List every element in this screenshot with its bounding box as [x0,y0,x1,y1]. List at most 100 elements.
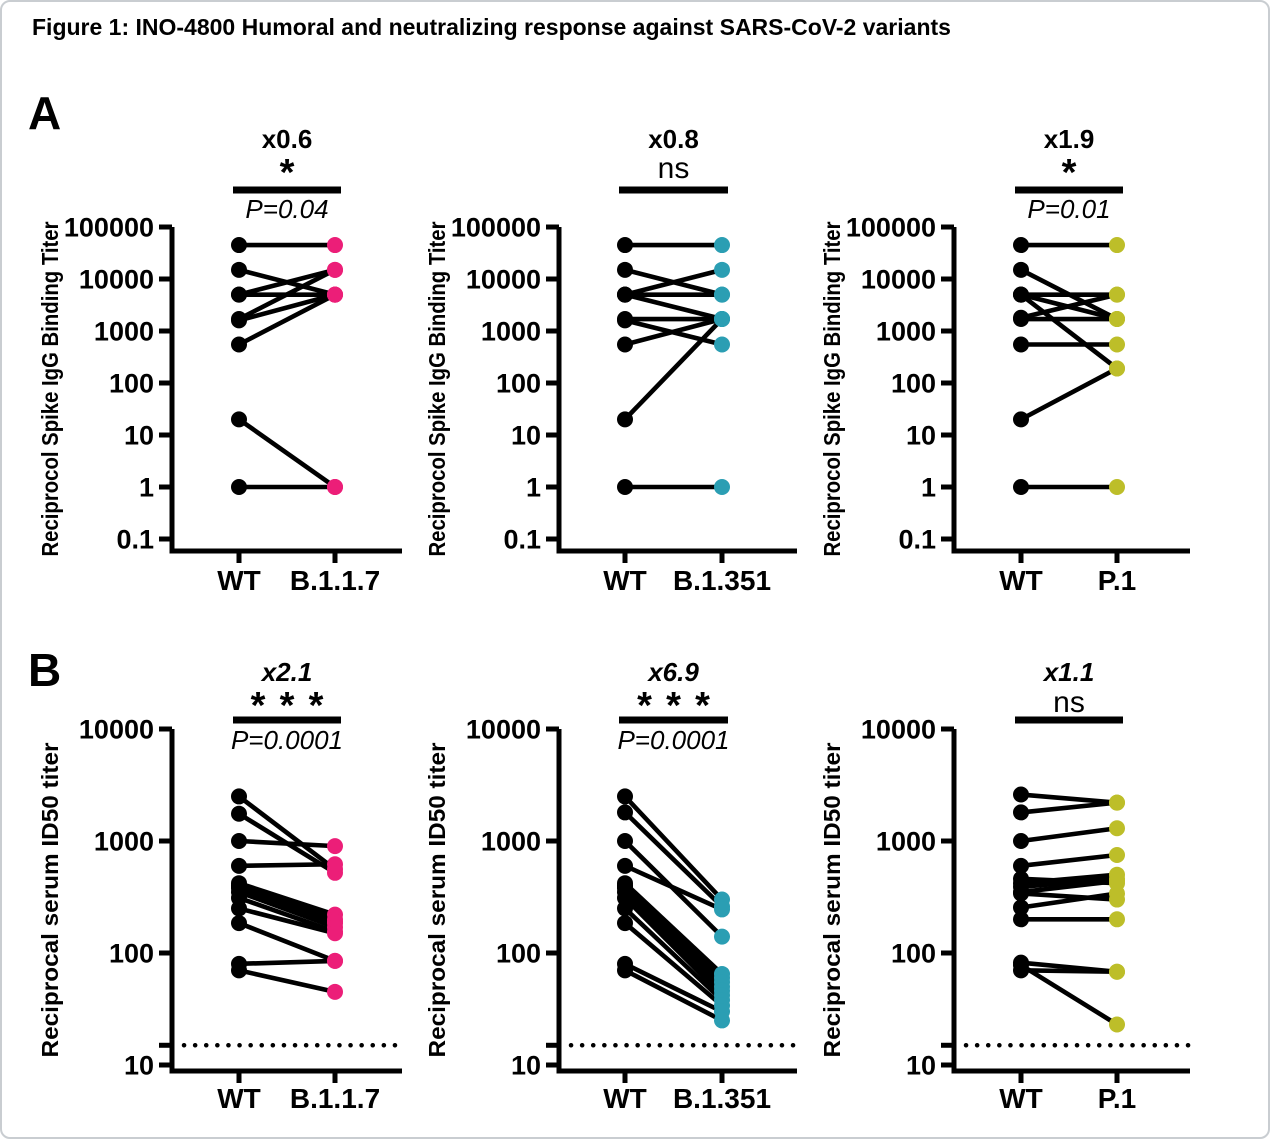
pair-line [1020,891,1118,910]
variant-point [714,479,730,495]
y-tick-label: 10000 [861,715,936,745]
pair-line [237,794,337,872]
pair-line [623,896,724,997]
variant-point [714,237,730,254]
y-tick-label: 10000 [79,265,154,295]
pair-line [624,292,723,322]
variant-point [1109,963,1125,980]
y-tick-label: 10 [906,421,936,451]
p-value-label: P=0.0001 [231,725,343,755]
variant-point [1109,237,1125,254]
x-tick-label-wt: WT [999,565,1043,596]
y-tick-label: 10 [511,1051,541,1081]
y-tick-label: 1 [139,473,154,503]
wt-point [1013,286,1029,303]
wt-point [231,411,247,428]
y-tick-label: 10 [124,1051,154,1081]
y-tick-label: 100000 [451,213,541,243]
variant-point [1109,311,1125,328]
wt-point [231,237,247,254]
y-axis-title: Reciprocol Spike IgG Binding Titer [424,221,450,556]
pair-line [624,267,723,297]
wt-point [617,857,633,874]
pair-line [623,968,724,1023]
figure-title: Figure 1: INO-4800 Humoral and neutraliz… [32,14,951,40]
wt-point [1013,237,1029,254]
pair-line [623,906,724,1002]
panel-B-P.1: 10000 1000 100 10 WT P.1 Reciprocal serum ID50… [819,657,1193,1114]
pair-line [623,317,724,421]
wt-point [231,833,247,849]
wt-point [617,479,633,495]
wt-point [231,915,247,932]
y-tick-label: 100000 [846,213,936,243]
y-tick-label: 100 [891,369,936,399]
variant-point [714,901,730,918]
y-tick-label: 10 [906,1051,936,1081]
ns-label: ns [658,152,690,185]
pair-line [238,861,336,869]
x-tick-label-variant: B.1.1.7 [290,1083,380,1114]
pair-line [238,906,336,936]
pair-line [623,890,724,993]
y-tick-label: 10000 [861,265,936,295]
pair-line [1020,878,1118,895]
wt-point [1013,336,1029,353]
variant-point [1109,820,1125,837]
y-tick-label: 100 [496,369,541,399]
y-tick-label: 100 [891,939,936,969]
pair-line [1019,366,1119,422]
panel-B-B.1.351: 10000 1000 100 10 WT B.1.351 Reciprocal serum … [424,657,800,1114]
pair-line [238,968,336,995]
variant-point [1109,872,1125,889]
pair-line [238,292,336,323]
pair-line [238,267,336,297]
wt-point [1013,911,1029,928]
wt-point [617,788,633,805]
x-tick-label-wt: WT [999,1083,1043,1114]
y-tick-label: 100 [109,369,154,399]
pair-line [1020,968,1118,975]
y-tick-label: 1000 [94,827,154,857]
wt-point [231,805,247,822]
y-tick-label: 0.1 [503,525,541,555]
x-tick-label-variant: B.1.1.7 [290,565,380,596]
pair-line [1020,876,1118,890]
y-axis-title: Reciprocal serum ID50 titer [37,742,63,1057]
wt-point [231,479,247,495]
wt-point [617,833,633,849]
wt-point [617,312,633,329]
y-tick-label: 100 [109,939,154,969]
p-value-label: P=0.0001 [617,725,729,755]
wt-point [617,261,633,278]
y-axis-title: Reciprocal serum ID50 titer [819,742,845,1057]
y-axis-title: Reciprocal serum ID50 titer [424,742,450,1057]
panel-A-P.1: 100000 10000 1000 100 10 1 0.1 WT P.1 Reciprocol … [819,124,1190,596]
wt-point [231,788,247,805]
y-tick-label: 100000 [64,213,154,243]
wt-point [1013,311,1029,328]
fold-change-label: x6.9 [646,657,699,687]
wt-point [1013,857,1029,874]
pair-line [623,921,724,1008]
y-tick-label: 1000 [94,317,154,347]
variant-point [1109,336,1125,353]
y-tick-label: 1000 [481,317,541,347]
y-tick-label: 1 [921,473,936,503]
y-tick-label: 1 [526,473,541,503]
pair-line [237,292,337,347]
variant-point [327,261,343,278]
y-tick-label: 10000 [466,265,541,295]
pair-line [623,961,724,1014]
wt-point [617,286,633,303]
y-axis-title: Reciprocol Spike IgG Binding Titer [37,221,63,556]
pair-line [624,316,723,347]
variant-point [327,237,343,254]
variant-point [714,928,730,945]
pair-line [238,881,336,917]
variant-point [1109,911,1125,928]
wt-point [617,962,633,979]
y-tick-label: 1000 [481,827,541,857]
variant-point [327,479,343,495]
